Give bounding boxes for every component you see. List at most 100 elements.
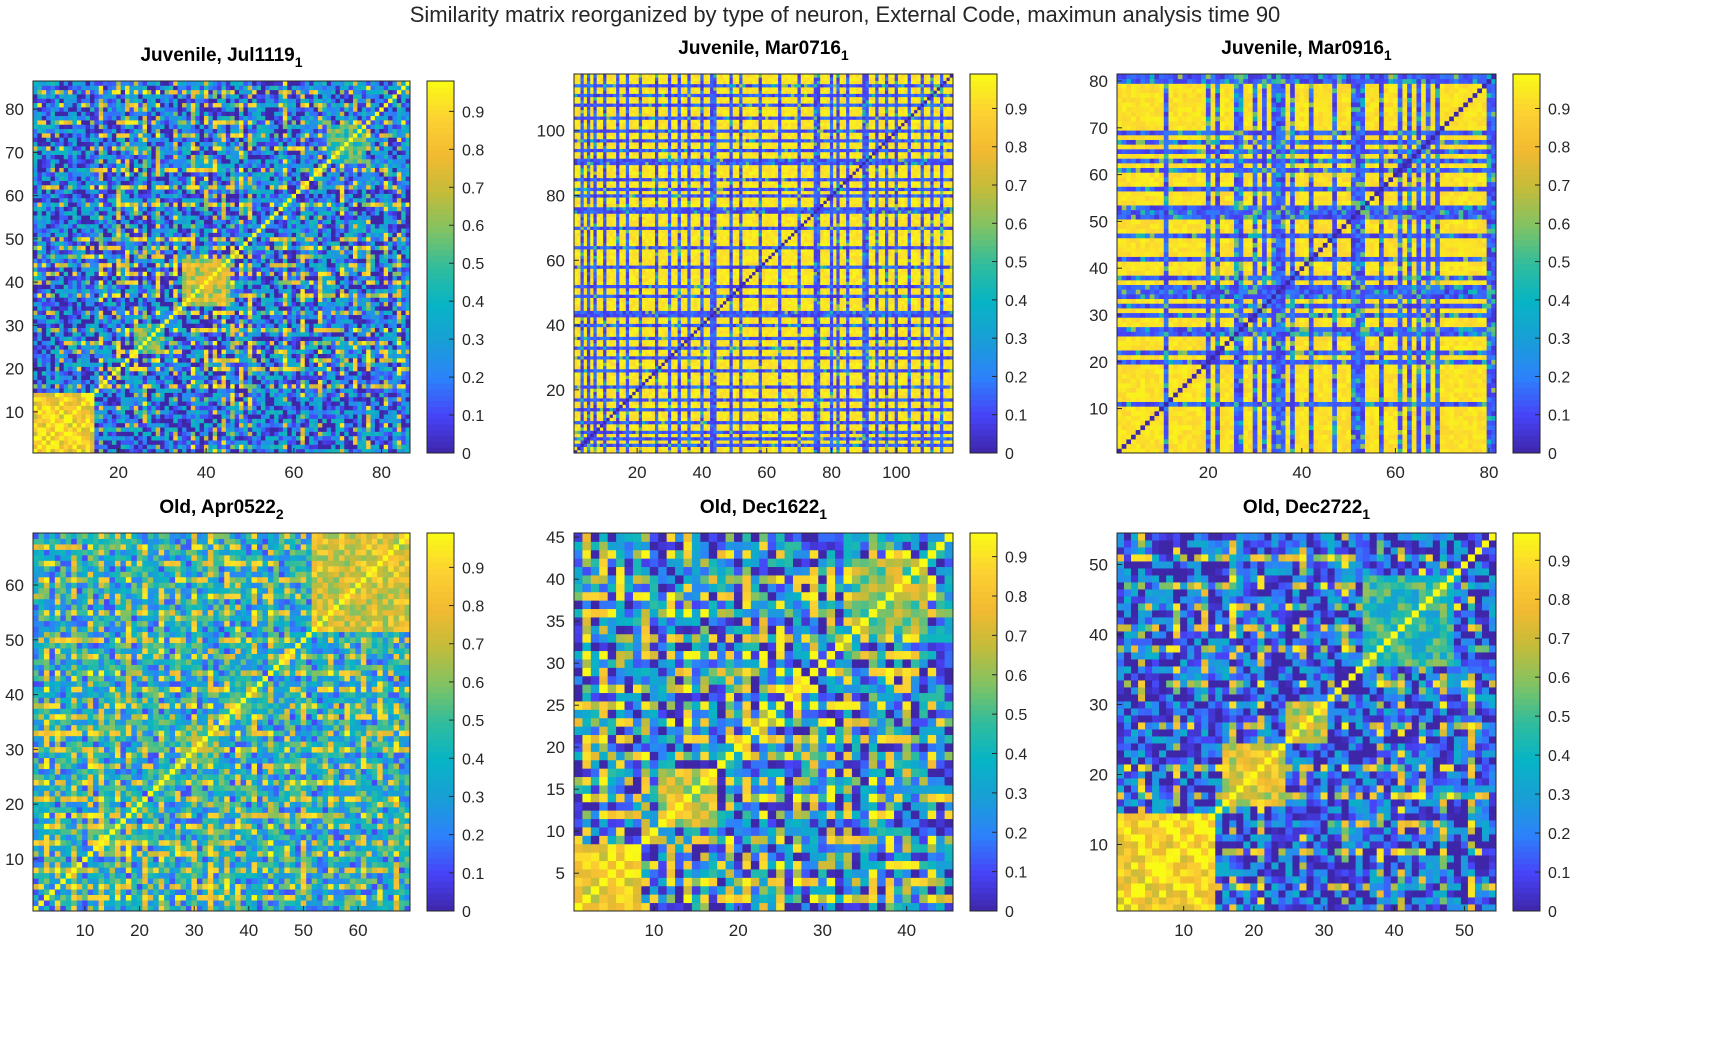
heatmap-cell xyxy=(292,358,297,363)
heatmap-cell xyxy=(362,423,367,428)
heatmap-cell xyxy=(103,341,108,346)
heatmap-cell xyxy=(222,401,227,406)
heatmap-cell xyxy=(59,228,64,233)
heatmap-cell xyxy=(200,336,205,341)
heatmap-cell xyxy=(213,414,218,419)
heatmap-cell xyxy=(186,379,191,384)
heatmap-cell xyxy=(143,254,148,259)
heatmap-cell xyxy=(384,297,389,302)
heatmap-cell xyxy=(191,280,196,285)
heatmap-cell xyxy=(94,405,99,410)
heatmap-cell xyxy=(366,371,371,376)
heatmap-cell xyxy=(300,271,305,276)
heatmap-cell xyxy=(261,341,266,346)
heatmap-cell xyxy=(72,276,77,281)
heatmap-cell xyxy=(121,302,126,307)
heatmap-cell xyxy=(222,289,227,294)
heatmap-cell xyxy=(147,206,152,211)
heatmap-cell xyxy=(292,323,297,328)
heatmap-cell xyxy=(134,237,139,242)
heatmap-cell xyxy=(208,306,213,311)
heatmap-cell xyxy=(278,336,283,341)
heatmap-cell xyxy=(357,358,362,363)
heatmap-cell xyxy=(353,375,358,380)
heatmap-cell xyxy=(318,418,323,423)
heatmap-cell xyxy=(204,332,209,337)
heatmap-cell xyxy=(108,410,113,415)
heatmap-cell xyxy=(388,224,393,229)
heatmap-cell xyxy=(116,289,121,294)
heatmap-cell xyxy=(156,362,161,367)
heatmap-cell xyxy=(86,436,91,441)
heatmap-cell xyxy=(213,323,218,328)
heatmap-cell xyxy=(134,332,139,337)
heatmap-cell xyxy=(300,423,305,428)
heatmap-cell xyxy=(72,254,77,259)
heatmap-cell xyxy=(77,319,82,324)
heatmap-cell xyxy=(322,397,327,402)
heatmap-cell xyxy=(121,328,126,333)
heatmap-cell xyxy=(379,219,384,224)
heatmap-cell xyxy=(90,405,95,410)
heatmap-cell xyxy=(327,388,332,393)
heatmap-cell xyxy=(270,276,275,281)
heatmap-cell xyxy=(108,258,113,263)
heatmap-cell xyxy=(384,241,389,246)
heatmap-cell xyxy=(296,293,301,298)
heatmap-cell xyxy=(274,414,279,419)
heatmap-cell xyxy=(169,202,174,207)
heatmap-cell xyxy=(243,366,248,371)
heatmap-cell xyxy=(357,284,362,289)
heatmap-cell xyxy=(125,392,130,397)
heatmap-cell xyxy=(186,397,191,402)
heatmap-cell xyxy=(217,310,222,315)
heatmap-cell xyxy=(169,293,174,298)
heatmap-cell xyxy=(340,306,345,311)
heatmap-cell xyxy=(366,328,371,333)
heatmap-cell xyxy=(112,280,117,285)
heatmap-cell xyxy=(292,336,297,341)
heatmap-cell xyxy=(42,384,47,389)
heatmap-cell xyxy=(103,280,108,285)
heatmap-cell xyxy=(287,267,292,272)
heatmap-cell xyxy=(384,232,389,237)
heatmap-cell xyxy=(46,414,51,419)
heatmap-cell xyxy=(379,366,384,371)
heatmap-cell xyxy=(278,440,283,445)
heatmap-cell xyxy=(344,379,349,384)
heatmap-cell xyxy=(173,388,178,393)
heatmap-cell xyxy=(68,271,73,276)
heatmap-cell xyxy=(46,349,51,354)
heatmap-cell xyxy=(397,224,402,229)
heatmap-cell xyxy=(160,310,165,315)
heatmap-cell xyxy=(344,371,349,376)
heatmap-cell xyxy=(33,263,38,268)
heatmap-cell xyxy=(230,397,235,402)
heatmap-cell xyxy=(138,397,143,402)
heatmap-cell xyxy=(99,276,104,281)
heatmap-cell xyxy=(129,263,134,268)
heatmap-cell xyxy=(274,427,279,432)
heatmap-cell xyxy=(318,219,323,224)
heatmap-cell xyxy=(108,397,113,402)
heatmap-cell xyxy=(292,436,297,441)
heatmap-cell xyxy=(143,302,148,307)
heatmap-cell xyxy=(388,332,393,337)
heatmap-cell xyxy=(59,358,64,363)
heatmap-cell xyxy=(222,202,227,207)
heatmap-cell xyxy=(217,215,222,220)
heatmap-cell xyxy=(134,258,139,263)
heatmap-cell xyxy=(134,336,139,341)
heatmap-cell xyxy=(121,228,126,233)
heatmap-cell xyxy=(103,362,108,367)
heatmap-cell xyxy=(274,362,279,367)
heatmap-cell xyxy=(81,444,86,449)
heatmap-cell xyxy=(327,297,332,302)
heatmap-cell xyxy=(344,310,349,315)
heatmap-cell xyxy=(327,371,332,376)
heatmap-cell xyxy=(94,336,99,341)
heatmap-cell xyxy=(362,341,367,346)
heatmap-cell xyxy=(178,215,183,220)
heatmap-cell xyxy=(217,328,222,333)
heatmap-cell xyxy=(64,271,69,276)
